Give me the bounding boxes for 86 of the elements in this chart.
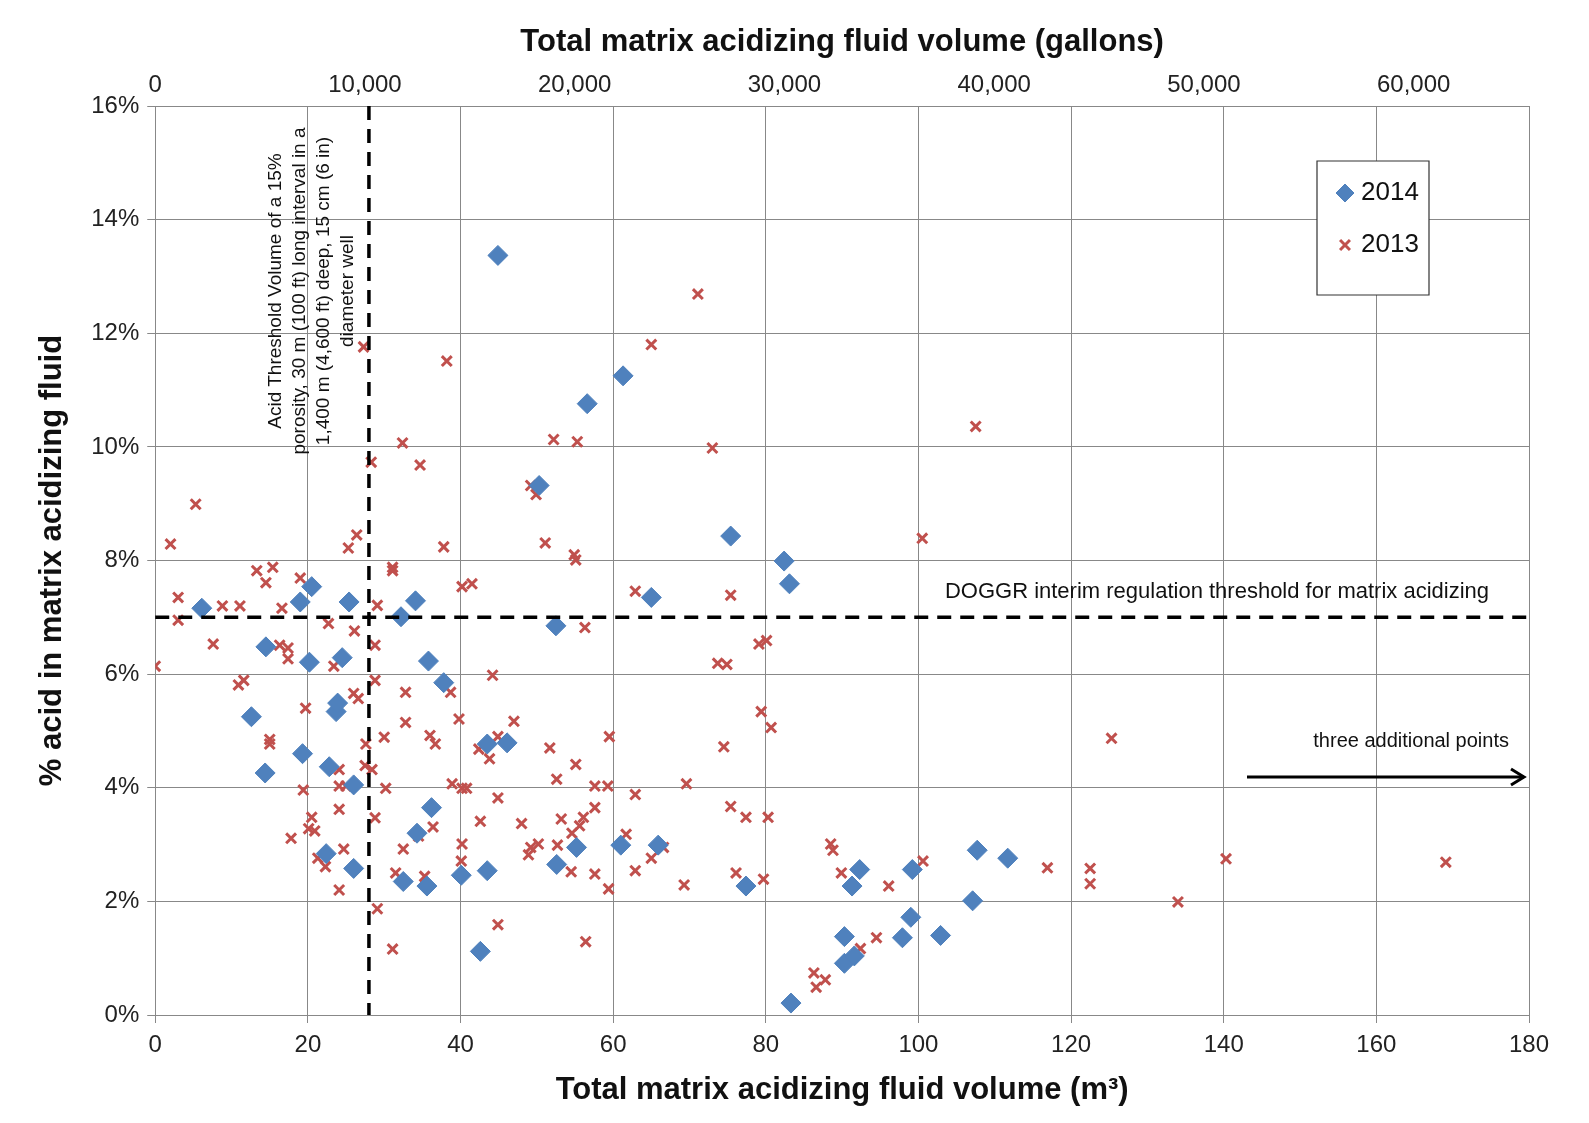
point: [849, 859, 871, 881]
ref-line-label: DOGGR interim regulation threshold for matrix acidizing: [944, 578, 1489, 604]
point: [841, 875, 863, 897]
point: [891, 927, 913, 949]
point: [318, 756, 340, 778]
point: [191, 597, 213, 619]
y-tick-label: 0%: [104, 999, 140, 1027]
point: [647, 834, 669, 856]
x2-tick-label: 50,000: [1167, 70, 1241, 98]
x-tick-label: 40: [447, 1030, 474, 1058]
point: [528, 475, 550, 497]
point: [780, 992, 802, 1014]
point: [930, 924, 952, 946]
y-tick-label: 8%: [104, 545, 140, 573]
point: [640, 586, 662, 608]
point: [254, 762, 276, 784]
point: [476, 733, 498, 755]
point: [240, 706, 262, 728]
point: [545, 615, 567, 637]
point: [966, 839, 988, 861]
x-tick-label: 80: [752, 1030, 780, 1058]
point: [343, 857, 365, 879]
x2-tick-label: 0: [148, 70, 162, 98]
x2-tick-label: 40,000: [957, 70, 1031, 98]
point: [773, 550, 795, 572]
y-tick-label: 10%: [91, 431, 140, 459]
point: [255, 636, 277, 658]
x2-tick-label: 10,000: [328, 70, 402, 98]
y-tick-label: 12%: [91, 317, 140, 345]
x-tick-label: 100: [898, 1030, 939, 1058]
ref-line-label: Acid Threshold Volume of a 15% porosity, 30 m (100 ft) long interval in a 1,400 m (4,600 ft) deep, 15 cm (6 in) diameter well: [263, 127, 357, 455]
x2-tick-label: 60,000: [1376, 70, 1451, 98]
point: [576, 393, 598, 415]
point: [433, 672, 455, 694]
x-tick-label: 180: [1508, 1030, 1550, 1058]
x-tick-label: 20: [294, 1030, 322, 1058]
point: [331, 647, 353, 669]
point: [301, 576, 323, 598]
annotation: three additional points: [1313, 728, 1509, 751]
point: [843, 945, 865, 967]
point: [289, 591, 311, 613]
point: [487, 244, 509, 266]
legend-label: 2014: [1361, 176, 1419, 207]
x-tick-label: 140: [1203, 1030, 1244, 1058]
y-tick-label: 2%: [104, 886, 140, 913]
point: [735, 875, 757, 897]
point: [833, 926, 855, 948]
point: [546, 853, 568, 875]
point: [720, 525, 742, 547]
point: [997, 847, 1019, 869]
x-tick-label: 0: [148, 1030, 162, 1058]
point: [450, 864, 472, 886]
point: [496, 732, 518, 754]
point: [566, 836, 588, 858]
point: [900, 906, 922, 928]
x-axis-title: Total matrix acidizing fluid volume (m³): [555, 1070, 1129, 1106]
point: [343, 774, 365, 796]
y-tick-label: 6%: [104, 658, 140, 686]
y-tick-label: 16%: [91, 90, 140, 118]
point: [610, 834, 632, 856]
point: [406, 822, 428, 844]
x-tick-label: 120: [1051, 1030, 1092, 1058]
y-tick-label: 14%: [91, 204, 140, 232]
point: [421, 797, 443, 819]
x2-tick-label: 20,000: [538, 70, 612, 98]
x-tick-label: 60: [599, 1030, 627, 1058]
point: [417, 650, 439, 672]
point: [962, 890, 984, 912]
point: [416, 875, 438, 897]
point: [315, 843, 337, 865]
point: [338, 591, 360, 613]
y-tick-label: 4%: [104, 772, 140, 800]
point: [476, 860, 498, 882]
x2-axis-title: Total matrix acidizing fluid volume (gallons): [520, 23, 1164, 59]
point: [298, 651, 320, 673]
point: [901, 859, 923, 881]
point: [612, 365, 634, 387]
point: [469, 940, 491, 962]
point: [778, 573, 800, 595]
point: [292, 743, 314, 765]
point: [404, 590, 426, 612]
x-tick-label: 160: [1356, 1030, 1397, 1058]
y-axis-title: % acid in matrix acidizing fluid: [33, 334, 69, 787]
point: [392, 870, 414, 892]
x2-tick-label: 30,000: [747, 70, 822, 98]
legend-label: 2013: [1361, 228, 1419, 259]
